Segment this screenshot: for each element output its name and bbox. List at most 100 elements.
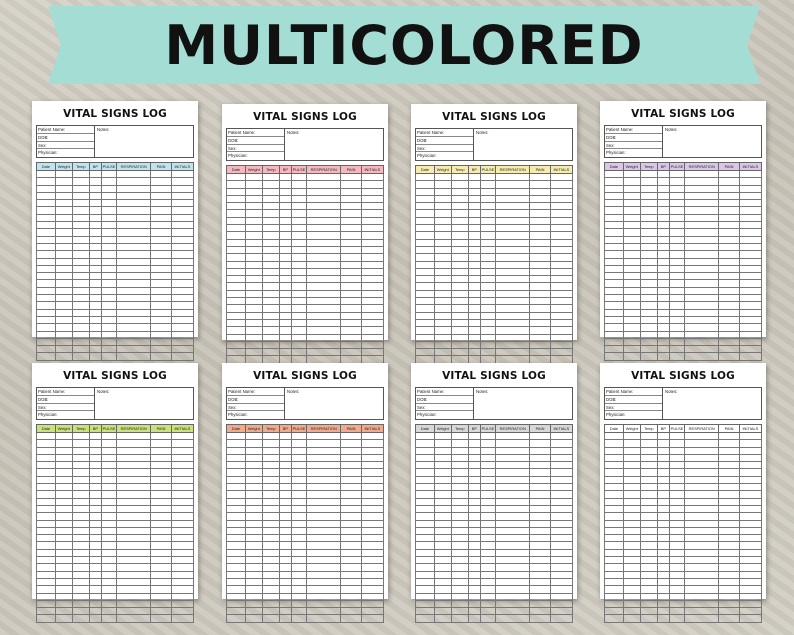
table-cell <box>479 592 497 601</box>
table-row <box>36 468 195 477</box>
table-cell <box>415 275 435 284</box>
table-cell <box>479 282 497 291</box>
table-cell <box>244 585 263 594</box>
table-cell <box>479 275 497 284</box>
table-cell <box>36 301 56 310</box>
table-row <box>604 556 763 565</box>
table-cell <box>604 345 624 354</box>
table-cell <box>170 585 195 594</box>
table-cell <box>479 231 497 240</box>
table-row <box>226 180 385 189</box>
table-cell <box>278 253 292 262</box>
vitals-table: Date Weight Temp BP PULSE RESPIRATION PAIN INIT… <box>36 424 195 623</box>
table-cell <box>684 301 720 310</box>
table-cell <box>88 330 102 339</box>
column-header: Date <box>415 165 435 174</box>
table-cell <box>100 257 118 266</box>
table-cell <box>54 206 73 215</box>
table-cell <box>495 592 531 601</box>
table-cell <box>415 216 435 226</box>
table-cell <box>278 202 292 211</box>
table-cell <box>604 184 624 193</box>
table-cell <box>450 253 469 262</box>
table-cell <box>278 483 292 492</box>
patient-info-box: Patient Name: DOB: Sex: Physician: Notes: <box>226 387 384 420</box>
table-cell <box>433 311 452 320</box>
table-row <box>415 526 574 536</box>
table-cell <box>306 326 342 335</box>
table-cell <box>88 257 102 266</box>
table-cell <box>71 213 90 223</box>
table-row <box>604 279 763 288</box>
table-cell <box>36 330 56 339</box>
patient-fields: Patient Name: DOB: Sex: Physician: <box>416 129 474 160</box>
table-cell <box>604 504 624 514</box>
table-cell <box>604 431 624 441</box>
table-cell <box>360 563 385 572</box>
table-cell <box>226 238 246 247</box>
table-row <box>36 526 195 536</box>
table-cell <box>290 439 308 448</box>
table-cell <box>549 585 574 594</box>
table-cell <box>261 483 280 492</box>
table-row <box>226 585 385 594</box>
table-cell <box>495 577 531 587</box>
table-cell <box>261 267 280 277</box>
table-cell <box>360 585 385 594</box>
table-cell <box>36 177 56 186</box>
table-row <box>604 497 763 506</box>
table-cell <box>622 497 641 506</box>
table-cell <box>100 512 118 521</box>
table-cell <box>360 483 385 492</box>
table-cell <box>226 202 246 211</box>
table-cell <box>36 439 56 448</box>
column-header: Weight <box>54 162 73 171</box>
table-cell <box>718 221 740 230</box>
table-cell <box>116 599 152 609</box>
table-cell <box>495 260 531 269</box>
patient-info-box: Patient Name: DOB: Sex: Physician: Notes: <box>226 128 384 161</box>
table-cell <box>36 614 56 623</box>
patient-field-label: Sex: <box>227 145 284 153</box>
table-cell <box>549 333 574 342</box>
table-cell <box>150 614 172 623</box>
table-cell <box>116 548 152 558</box>
table-cell <box>718 199 740 208</box>
table-cell <box>604 294 624 303</box>
column-header: INITIALS <box>170 424 195 433</box>
table-row <box>226 497 385 506</box>
table-cell <box>622 279 641 288</box>
table-cell <box>738 337 763 347</box>
table-cell <box>415 607 435 616</box>
table-cell <box>54 563 73 572</box>
table-cell <box>656 257 670 266</box>
table-cell <box>54 191 73 201</box>
table-row <box>226 512 385 521</box>
table-cell <box>656 323 670 332</box>
table-cell <box>738 490 763 499</box>
table-cell <box>100 614 118 623</box>
table-cell <box>415 526 435 536</box>
table-cell <box>116 563 152 572</box>
table-cell <box>54 250 73 259</box>
table-cell <box>226 556 246 565</box>
patient-field-label: Physician: <box>606 150 626 156</box>
patient-field-label: Patient Name: <box>37 388 94 396</box>
table-cell <box>306 541 342 550</box>
table-cell <box>261 297 280 306</box>
table-row <box>604 257 763 266</box>
table-cell <box>100 206 118 215</box>
table-cell <box>718 519 740 528</box>
table-cell <box>278 348 292 357</box>
table-cell <box>261 490 280 499</box>
table-cell <box>549 461 574 470</box>
table-cell <box>226 253 246 262</box>
table-cell <box>622 213 641 223</box>
table-cell <box>738 301 763 310</box>
table-cell <box>340 599 362 609</box>
table-cell <box>433 245 452 255</box>
table-cell <box>495 490 531 499</box>
table-cell <box>306 439 342 448</box>
table-cell <box>116 431 152 441</box>
table-row <box>415 519 574 528</box>
